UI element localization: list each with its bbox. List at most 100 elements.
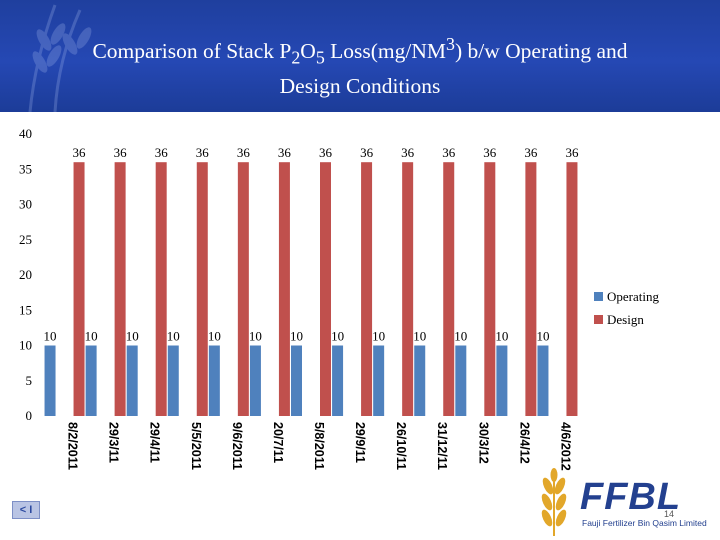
- bar-design-9: [443, 162, 455, 416]
- wheat-decoration-icon: [28, 4, 92, 112]
- data-label-operating: 10: [413, 329, 426, 344]
- y-tick-label: 5: [26, 373, 33, 388]
- data-label-design: 36: [442, 145, 456, 160]
- bar-design-7: [361, 162, 373, 416]
- chart-legend: Operating Design: [594, 285, 659, 331]
- y-tick-label: 40: [19, 126, 32, 141]
- title-subscript: 2: [291, 47, 301, 68]
- bar-operating-10: [455, 345, 467, 416]
- x-tick-label: 5/8/2011: [312, 422, 326, 470]
- bar-design-4: [237, 162, 249, 416]
- legend-swatch: [594, 292, 603, 301]
- data-label-operating: 10: [331, 329, 344, 344]
- title-superscript: 3: [446, 34, 455, 54]
- x-tick-label: 8/2/2011: [66, 422, 80, 470]
- data-label-design: 36: [401, 145, 415, 160]
- y-tick-label: 20: [19, 267, 32, 282]
- x-tick-label: 31/12/11: [435, 422, 449, 470]
- y-tick-label: 0: [26, 408, 33, 423]
- page-number: 14: [664, 509, 675, 519]
- bar-operating-12: [537, 345, 549, 416]
- slide-nav-button[interactable]: < I: [12, 501, 40, 519]
- y-tick-label: 10: [19, 338, 32, 353]
- data-label-operating: 10: [126, 329, 139, 344]
- x-tick-label: 26/4/12: [517, 422, 531, 464]
- title-text-part: ) b/w Operating and: [454, 39, 628, 64]
- data-label-design: 36: [196, 145, 210, 160]
- bar-design-10: [484, 162, 496, 416]
- bar-operating-5: [249, 345, 261, 416]
- bar-operating-7: [332, 345, 344, 416]
- data-label-design: 36: [155, 145, 169, 160]
- bar-operating-9: [414, 345, 426, 416]
- data-label-operating: 10: [85, 329, 98, 344]
- bar-design-2: [155, 162, 167, 416]
- x-tick-label: 29/4/11: [148, 422, 162, 463]
- data-label-operating: 10: [536, 329, 549, 344]
- data-label-operating: 10: [454, 329, 467, 344]
- bar-operating-4: [208, 345, 220, 416]
- title-text-part: O: [300, 39, 316, 64]
- legend-label: Design: [607, 311, 644, 327]
- legend-label: Operating: [607, 288, 659, 304]
- bar-design-5: [278, 162, 290, 416]
- data-label-operating: 10: [495, 329, 508, 344]
- bar-operating-2: [126, 345, 138, 416]
- data-label-design: 36: [278, 145, 292, 160]
- bar-operating-1: [85, 345, 97, 416]
- wheat-logo-icon: [541, 468, 567, 536]
- bar-design-3: [196, 162, 208, 416]
- slide-header: Comparison of Stack P2O5 Loss(mg/NM3) b/…: [0, 0, 720, 112]
- legend-swatch: [594, 315, 603, 324]
- y-axis: 0 5 10 15 20 25 30 35 40: [19, 126, 32, 423]
- bar-design-12: [566, 162, 578, 416]
- data-label-design: 36: [483, 145, 497, 160]
- data-labels-group: 10 36 10 36 10 36 10 36 10 36 10 36 10 36 10 36 10 36 10 36…: [44, 145, 579, 343]
- bar-operating-6: [291, 345, 302, 416]
- x-tick-label: 29/3/11: [107, 422, 121, 463]
- x-tick-label: 4/6/2012: [558, 422, 572, 471]
- data-label-design: 36: [524, 145, 538, 160]
- bar-operating-11: [496, 345, 508, 416]
- data-label-operating: 10: [372, 329, 385, 344]
- slide-title: Comparison of Stack P2O5 Loss(mg/NM3) b/…: [20, 30, 700, 101]
- bar-operating-8: [373, 345, 385, 416]
- data-label-design: 36: [360, 145, 374, 160]
- x-tick-label: 20/7/11: [271, 422, 285, 463]
- x-tick-label: 29/9/11: [353, 422, 367, 463]
- data-label-design: 36: [319, 145, 333, 160]
- bar-design-6: [320, 162, 331, 416]
- bar-chart: 0 5 10 15 20 25 30 35 40 10 36 10 36 10 36 10 36 10 36 10 3…: [19, 126, 579, 471]
- bar-design-8: [402, 162, 414, 416]
- title-text-part: Loss(mg/NM: [324, 39, 447, 64]
- x-tick-label: 26/10/11: [394, 422, 408, 470]
- data-label-design: 36: [114, 145, 128, 160]
- bars-group: [44, 162, 578, 416]
- bar-design-11: [525, 162, 537, 416]
- x-tick-label: 9/6/2011: [230, 422, 244, 470]
- data-label-operating: 10: [208, 329, 221, 344]
- x-axis: 8/2/2011 29/3/11 29/4/11 5/5/2011 9/6/2011 20…: [66, 422, 573, 471]
- y-tick-label: 25: [19, 232, 32, 247]
- data-label-design: 36: [565, 145, 579, 160]
- y-tick-label: 35: [19, 161, 32, 176]
- data-label-operating: 10: [249, 329, 262, 344]
- data-label-operating: 10: [290, 329, 303, 344]
- x-tick-label: 30/3/12: [476, 422, 490, 464]
- title-subscript: 5: [315, 47, 325, 68]
- legend-item-design: Design: [594, 308, 659, 331]
- bar-design-1: [114, 162, 126, 416]
- data-label-design: 36: [237, 145, 251, 160]
- logo-text: FFBL: [580, 476, 682, 518]
- title-text-part: Comparison of Stack P: [92, 39, 292, 64]
- bar-design-0: [73, 162, 85, 416]
- legend-item-operating: Operating: [594, 285, 659, 308]
- logo-subtext: Fauji Fertilizer Bin Qasim Limited: [582, 518, 707, 528]
- data-label-design: 36: [73, 145, 87, 160]
- y-tick-label: 15: [19, 302, 32, 317]
- data-label-operating: 10: [167, 329, 180, 344]
- bar-operating-0: [44, 345, 56, 416]
- data-label-operating: 10: [44, 329, 57, 344]
- bar-operating-3: [167, 345, 179, 416]
- y-tick-label: 30: [19, 197, 32, 212]
